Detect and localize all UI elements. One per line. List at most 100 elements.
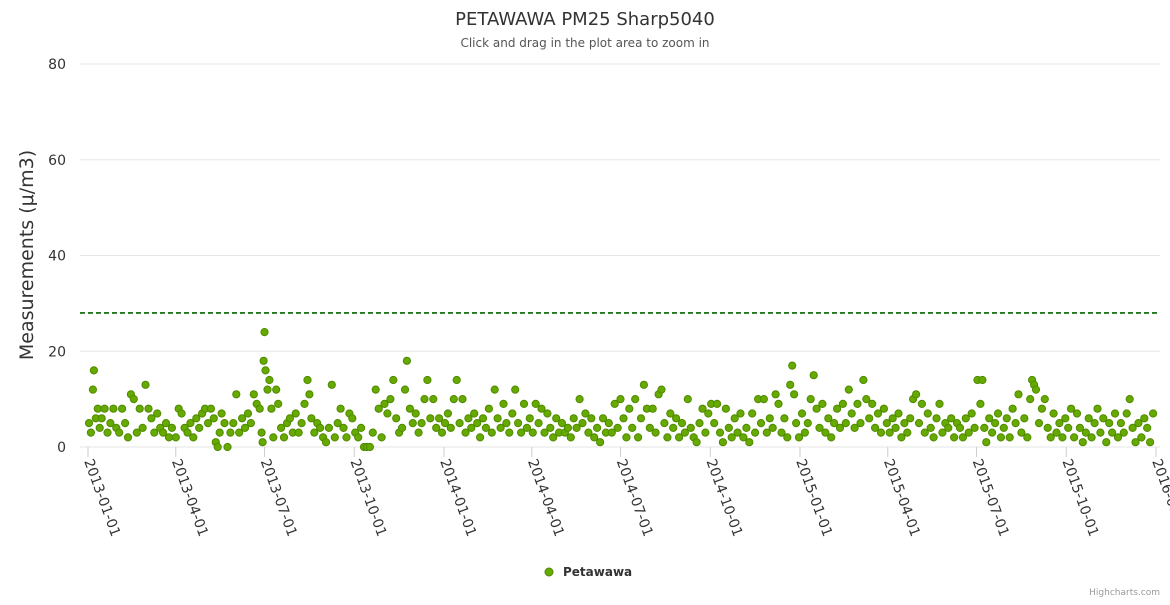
data-point[interactable] [443, 409, 452, 418]
data-point[interactable] [683, 395, 692, 404]
data-point[interactable] [797, 409, 807, 418]
data-point[interactable] [1058, 433, 1067, 442]
data-point[interactable] [365, 442, 374, 452]
data-point[interactable] [164, 433, 174, 442]
data-point[interactable] [961, 414, 970, 423]
data-point[interactable] [186, 419, 195, 428]
data-point[interactable] [150, 428, 159, 437]
data-point[interactable] [446, 423, 455, 432]
data-point[interactable] [437, 428, 447, 437]
data-point[interactable] [402, 356, 411, 365]
data-point[interactable] [88, 385, 98, 394]
data-point[interactable] [300, 399, 309, 408]
data-point[interactable] [263, 385, 272, 394]
data-point[interactable] [873, 409, 883, 418]
data-point[interactable] [377, 433, 386, 442]
data-point[interactable] [827, 433, 836, 442]
data-point[interactable] [879, 404, 889, 413]
data-point[interactable] [209, 414, 218, 423]
data-point[interactable] [774, 399, 783, 408]
data-point[interactable] [232, 390, 241, 399]
data-point[interactable] [768, 423, 777, 432]
data-point[interactable] [260, 328, 269, 337]
data-point[interactable] [490, 385, 499, 394]
data-point[interactable] [514, 419, 523, 428]
data-point[interactable] [1087, 433, 1096, 442]
data-point[interactable] [730, 414, 739, 423]
data-point[interactable] [847, 409, 856, 418]
data-point[interactable] [452, 375, 461, 385]
data-point[interactable] [277, 423, 286, 432]
data-point[interactable] [692, 438, 701, 447]
data-point[interactable] [669, 423, 678, 432]
data-point[interactable] [742, 423, 751, 432]
data-point[interactable] [724, 423, 733, 432]
data-point[interactable] [291, 409, 300, 418]
data-point[interactable] [310, 428, 319, 437]
data-point[interactable] [756, 419, 766, 428]
data-point[interactable] [765, 414, 774, 423]
data-point[interactable] [258, 438, 267, 447]
data-point[interactable] [745, 438, 754, 447]
data-point[interactable] [590, 433, 599, 442]
data-point[interactable] [405, 404, 414, 413]
data-point[interactable] [938, 428, 947, 437]
data-point[interactable] [876, 428, 886, 437]
data-point[interactable] [996, 433, 1006, 442]
data-point[interactable] [680, 428, 690, 437]
data-point[interactable] [788, 361, 797, 370]
data-point[interactable] [1134, 419, 1143, 428]
data-point[interactable] [581, 409, 590, 418]
data-point[interactable] [792, 419, 801, 428]
data-point[interactable] [1093, 404, 1102, 413]
data-point[interactable] [1137, 433, 1146, 442]
data-point[interactable] [517, 428, 526, 437]
data-point[interactable] [505, 428, 514, 437]
data-point[interactable] [183, 428, 192, 437]
data-point[interactable] [249, 390, 258, 399]
data-point[interactable] [885, 428, 894, 437]
data-point[interactable] [336, 404, 345, 413]
data-point[interactable] [636, 414, 646, 423]
data-point[interactable] [985, 414, 994, 423]
data-point[interactable] [499, 399, 508, 408]
data-point[interactable] [476, 433, 485, 442]
data-point[interactable] [1090, 419, 1099, 428]
data-point[interactable] [386, 395, 395, 404]
data-point[interactable] [1081, 428, 1090, 437]
data-point[interactable] [780, 414, 789, 423]
data-point[interactable] [1043, 423, 1052, 432]
data-point[interactable] [426, 414, 435, 423]
data-point[interactable] [531, 399, 540, 408]
data-point[interactable] [1055, 419, 1064, 428]
data-point[interactable] [213, 442, 222, 452]
data-point[interactable] [543, 409, 552, 418]
data-point[interactable] [461, 428, 470, 437]
data-point[interactable] [891, 423, 900, 432]
data-point[interactable] [153, 409, 162, 418]
data-point[interactable] [84, 419, 94, 428]
data-point[interactable] [645, 423, 654, 432]
data-point[interactable] [856, 419, 865, 428]
data-point[interactable] [900, 419, 909, 428]
data-point[interactable] [103, 428, 112, 437]
data-point[interactable] [713, 399, 722, 408]
data-point[interactable] [129, 395, 138, 404]
data-point[interactable] [303, 375, 312, 385]
data-point[interactable] [980, 423, 989, 432]
credits-link[interactable]: Highcharts.com [1089, 588, 1160, 598]
data-point[interactable] [324, 423, 333, 432]
data-point[interactable] [1049, 409, 1058, 418]
data-point[interactable] [141, 380, 150, 389]
data-point[interactable] [417, 419, 426, 428]
data-point[interactable] [272, 385, 281, 394]
data-point[interactable] [400, 385, 410, 394]
data-point[interactable] [138, 423, 147, 432]
data-point[interactable] [167, 423, 176, 432]
data-point[interactable] [853, 399, 862, 408]
data-point[interactable] [818, 399, 827, 408]
data-point[interactable] [522, 423, 532, 432]
data-point[interactable] [546, 423, 555, 432]
data-point[interactable] [1125, 395, 1134, 404]
data-point[interactable] [327, 380, 336, 389]
